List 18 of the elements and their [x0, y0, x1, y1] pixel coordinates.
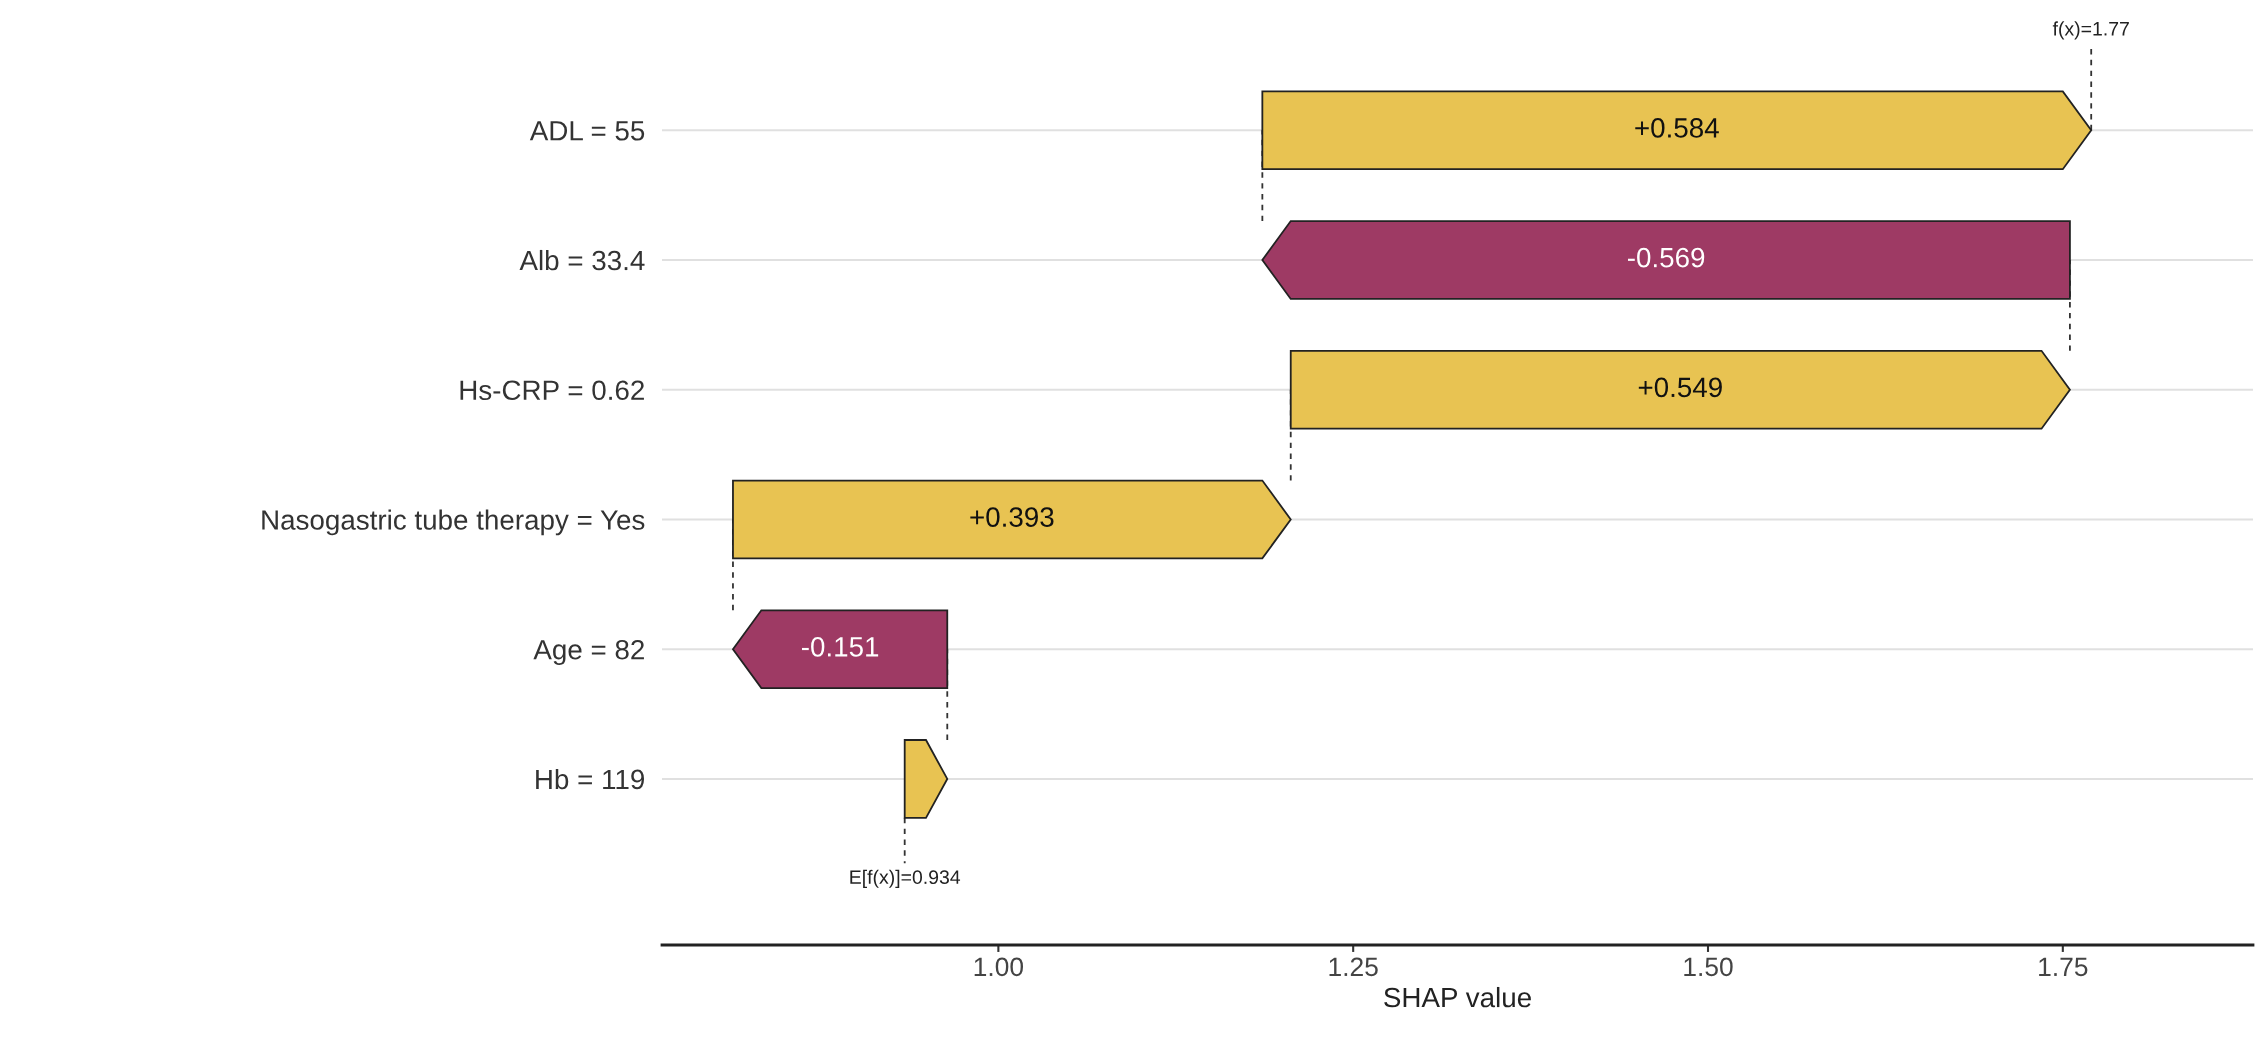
x-axis-title: SHAP value: [1384, 986, 1531, 1008]
x-tick-label: 1.25: [1329, 957, 1378, 977]
ref-line-label: E[f(x)]=0.934: [850, 869, 961, 888]
y-tick-label: Hb = 119: [536, 768, 645, 790]
y-tick-label: ADL = 55: [529, 121, 645, 141]
data-label: +0.393: [970, 507, 1054, 527]
y-tick-label: Hs-CRP = 0.62: [460, 380, 644, 401]
annotation: f(x)=1.77: [2052, 21, 2129, 40]
y-tick-label: Age = 82: [533, 639, 644, 666]
x-tick-label: 1.00: [974, 957, 1024, 977]
x-tick-label: 1.75: [2039, 957, 2088, 977]
y-tick-label: Nasogastric tube therapy = Yes: [262, 509, 645, 536]
data-label: +0.584: [1635, 118, 1719, 138]
x-tick-label: 1.50: [1684, 957, 1733, 977]
data-label: +0.549: [1638, 377, 1722, 398]
y-tick-label: Alb = 33.4: [519, 249, 645, 271]
data-label: -0.151: [801, 636, 879, 657]
data-label: -0.569: [1627, 247, 1705, 268]
